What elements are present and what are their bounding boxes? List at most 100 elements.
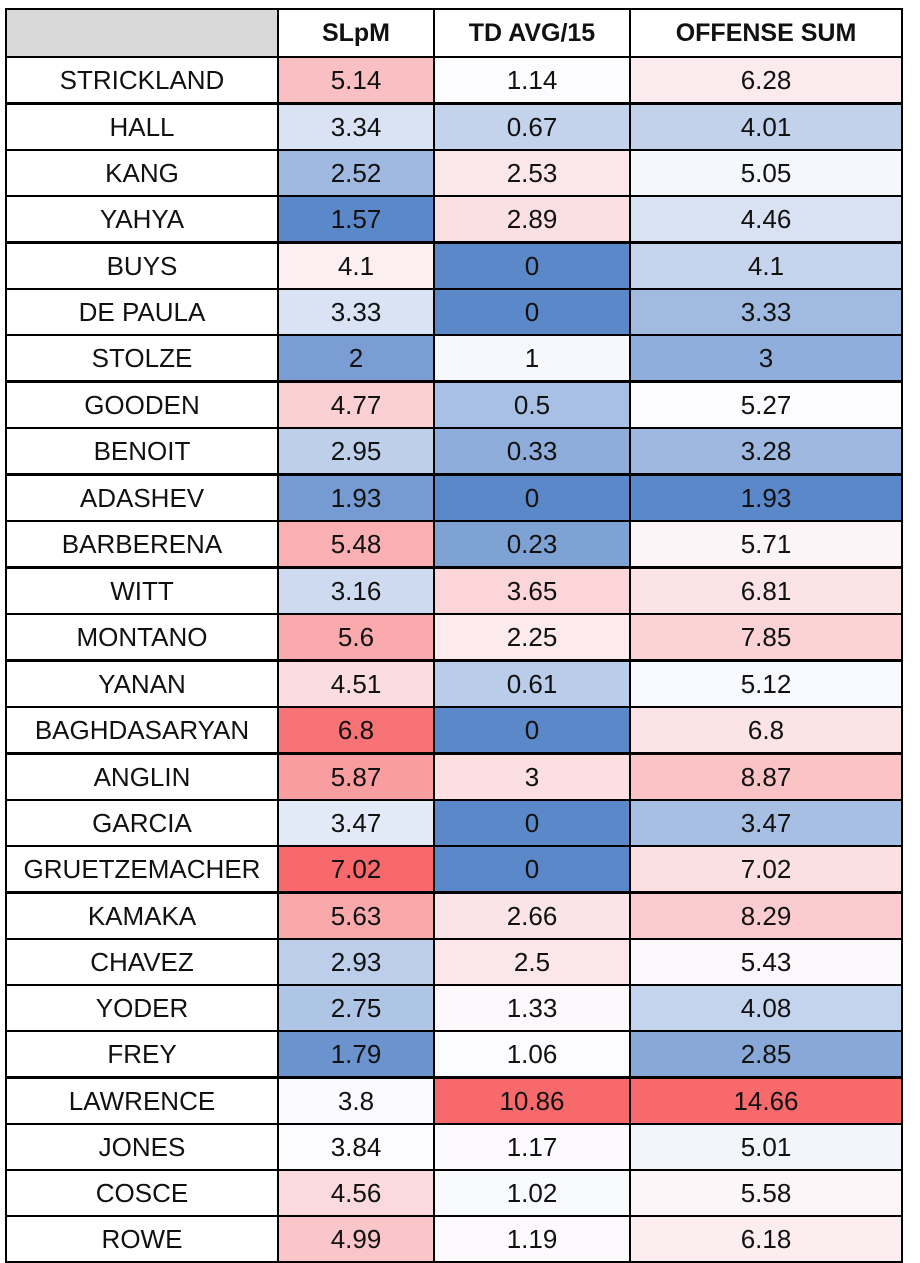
td-avg-cell: 1.02 — [433, 1169, 631, 1217]
table-row: ROWE 4.99 1.19 6.18 — [5, 1215, 903, 1263]
td-avg-cell: 0 — [433, 799, 631, 847]
slpm-cell: 1.93 — [277, 473, 435, 522]
td-avg-cell: 2.53 — [433, 149, 631, 197]
table-row: BARBERENA 5.48 0.23 5.71 — [5, 520, 903, 569]
offense-sum-cell: 5.71 — [629, 520, 903, 569]
fighter-name-cell: WITT — [5, 566, 279, 615]
table-row: YAHYA 1.57 2.89 4.46 — [5, 195, 903, 244]
td-avg-cell: 2.66 — [433, 891, 631, 940]
offense-sum-cell: 6.18 — [629, 1215, 903, 1263]
fighter-name-cell: ROWE — [5, 1215, 279, 1263]
slpm-cell: 1.79 — [277, 1030, 435, 1079]
offense-sum-cell: 8.87 — [629, 752, 903, 801]
slpm-cell: 3.8 — [277, 1076, 435, 1125]
table-row: DE PAULA 3.33 0 3.33 — [5, 288, 903, 336]
offense-sum-cell: 3 — [629, 334, 903, 383]
offense-sum-cell: 1.93 — [629, 473, 903, 522]
offense-sum-cell: 5.43 — [629, 938, 903, 986]
td-avg-cell: 2.5 — [433, 938, 631, 986]
fighter-name-cell: BARBERENA — [5, 520, 279, 569]
slpm-cell: 3.47 — [277, 799, 435, 847]
offense-sum-cell: 5.01 — [629, 1123, 903, 1171]
slpm-cell: 4.99 — [277, 1215, 435, 1263]
offense-sum-cell: 4.46 — [629, 195, 903, 244]
fighter-name-cell: MONTANO — [5, 613, 279, 662]
table-row: KAMAKA 5.63 2.66 8.29 — [5, 891, 903, 940]
td-avg-cell: 3 — [433, 752, 631, 801]
table-row: HALL 3.34 0.67 4.01 — [5, 102, 903, 151]
table-row: CHAVEZ 2.93 2.5 5.43 — [5, 938, 903, 986]
header-td-avg: TD AVG/15 — [433, 8, 631, 58]
offense-sum-cell: 5.12 — [629, 659, 903, 708]
header-offense-sum: OFFENSE SUM — [629, 8, 903, 58]
td-avg-cell: 1.06 — [433, 1030, 631, 1079]
td-avg-cell: 0 — [433, 845, 631, 894]
fighter-name-cell: BAGHDASARYAN — [5, 706, 279, 755]
slpm-cell: 4.51 — [277, 659, 435, 708]
td-avg-cell: 2.25 — [433, 613, 631, 662]
fighter-name-cell: GRUETZEMACHER — [5, 845, 279, 894]
fighter-name-cell: YAHYA — [5, 195, 279, 244]
td-avg-cell: 0.33 — [433, 427, 631, 476]
fighter-name-cell: KANG — [5, 149, 279, 197]
slpm-cell: 3.33 — [277, 288, 435, 336]
offense-sum-cell: 3.28 — [629, 427, 903, 476]
table-row: COSCE 4.56 1.02 5.58 — [5, 1169, 903, 1217]
fighter-name-cell: CHAVEZ — [5, 938, 279, 986]
td-avg-cell: 0 — [433, 241, 631, 290]
table-row: KANG 2.52 2.53 5.05 — [5, 149, 903, 197]
stats-table-container: SLpM TD AVG/15 OFFENSE SUM STRICKLAND 5.1… — [5, 8, 903, 1263]
slpm-cell: 2.52 — [277, 149, 435, 197]
slpm-cell: 4.1 — [277, 241, 435, 290]
slpm-cell: 5.48 — [277, 520, 435, 569]
table-row: FREY 1.79 1.06 2.85 — [5, 1030, 903, 1079]
table-body: STRICKLAND 5.14 1.14 6.28 HALL 3.34 0.67 4.01 KA… — [5, 56, 903, 1263]
td-avg-cell: 1.33 — [433, 984, 631, 1032]
slpm-cell: 3.34 — [277, 102, 435, 151]
table-row: GRUETZEMACHER 7.02 0 7.02 — [5, 845, 903, 894]
fighter-name-cell: STRICKLAND — [5, 56, 279, 105]
table-row: LAWRENCE 3.8 10.86 14.66 — [5, 1076, 903, 1125]
td-avg-cell: 0 — [433, 473, 631, 522]
fighter-name-cell: FREY — [5, 1030, 279, 1079]
table-row: WITT 3.16 3.65 6.81 — [5, 566, 903, 615]
table-row: GOODEN 4.77 0.5 5.27 — [5, 380, 903, 429]
fighter-name-cell: KAMAKA — [5, 891, 279, 940]
fighter-name-cell: BENOIT — [5, 427, 279, 476]
fighter-name-cell: ADASHEV — [5, 473, 279, 522]
slpm-cell: 5.6 — [277, 613, 435, 662]
fighter-name-cell: LAWRENCE — [5, 1076, 279, 1125]
td-avg-cell: 10.86 — [433, 1076, 631, 1125]
td-avg-cell: 0 — [433, 288, 631, 336]
header-slpm: SLpM — [277, 8, 435, 58]
offense-sum-cell: 7.85 — [629, 613, 903, 662]
fighter-name-cell: JONES — [5, 1123, 279, 1171]
offense-sum-cell: 4.08 — [629, 984, 903, 1032]
td-avg-cell: 0.5 — [433, 380, 631, 429]
td-avg-cell: 2.89 — [433, 195, 631, 244]
table-row: YODER 2.75 1.33 4.08 — [5, 984, 903, 1032]
slpm-cell: 2.93 — [277, 938, 435, 986]
offense-sum-cell: 6.8 — [629, 706, 903, 755]
table-row: BUYS 4.1 0 4.1 — [5, 241, 903, 290]
table-row: MONTANO 5.6 2.25 7.85 — [5, 613, 903, 662]
fighter-name-cell: DE PAULA — [5, 288, 279, 336]
header-row: SLpM TD AVG/15 OFFENSE SUM — [5, 8, 903, 58]
td-avg-cell: 0.67 — [433, 102, 631, 151]
slpm-cell: 4.77 — [277, 380, 435, 429]
offense-sum-cell: 2.85 — [629, 1030, 903, 1079]
fighter-name-cell: BUYS — [5, 241, 279, 290]
slpm-cell: 7.02 — [277, 845, 435, 894]
fighter-stats-table: SLpM TD AVG/15 OFFENSE SUM STRICKLAND 5.1… — [5, 8, 903, 1263]
header-blank — [5, 8, 279, 58]
table-row: STRICKLAND 5.14 1.14 6.28 — [5, 56, 903, 105]
table-row: ADASHEV 1.93 0 1.93 — [5, 473, 903, 522]
fighter-name-cell: GARCIA — [5, 799, 279, 847]
td-avg-cell: 1.17 — [433, 1123, 631, 1171]
table-row: ANGLIN 5.87 3 8.87 — [5, 752, 903, 801]
table-row: GARCIA 3.47 0 3.47 — [5, 799, 903, 847]
table-row: STOLZE 2 1 3 — [5, 334, 903, 383]
td-avg-cell: 3.65 — [433, 566, 631, 615]
fighter-name-cell: YANAN — [5, 659, 279, 708]
table-row: BAGHDASARYAN 6.8 0 6.8 — [5, 706, 903, 755]
